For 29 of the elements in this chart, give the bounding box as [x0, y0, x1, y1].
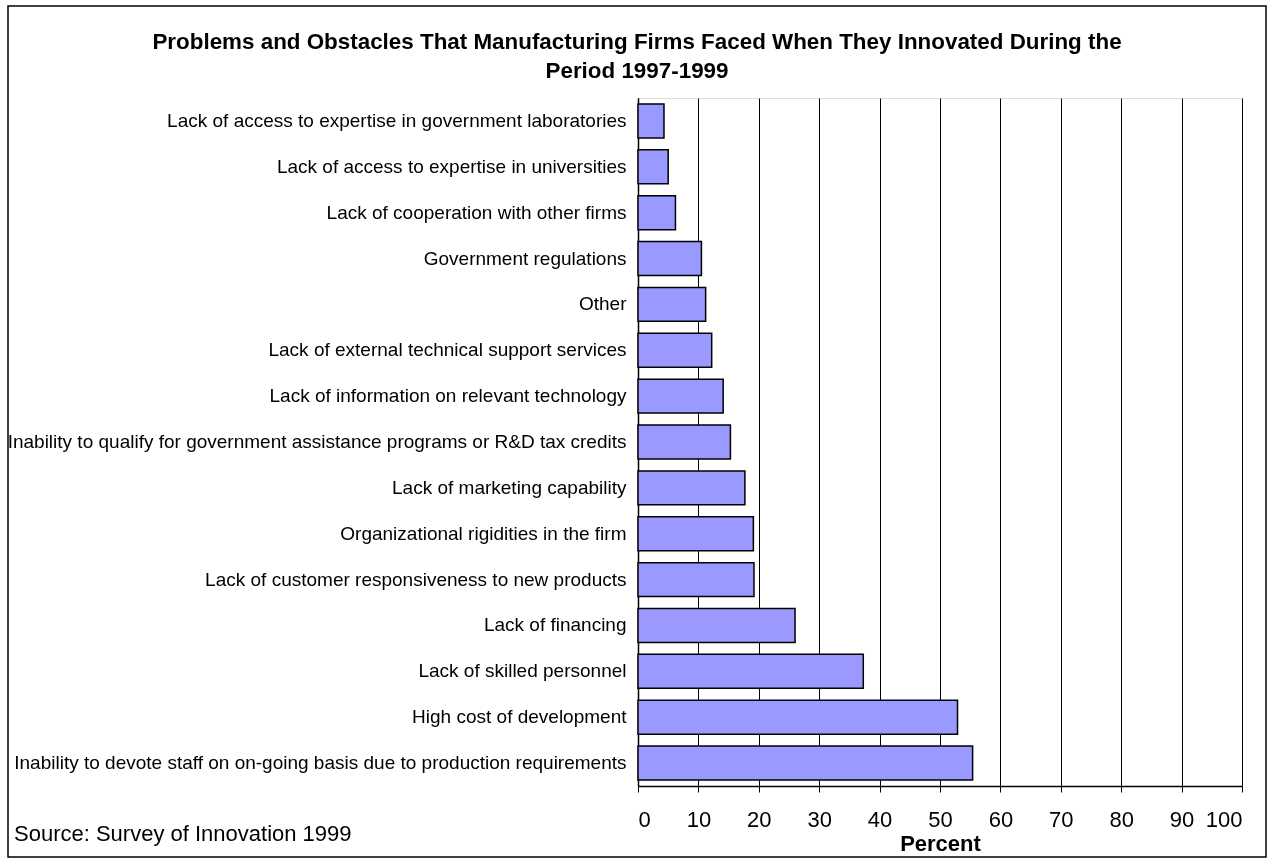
y-tick-label: Other [578, 293, 628, 315]
x-tick-label: 70 [1049, 806, 1074, 832]
x-tick-label: 50 [928, 806, 953, 832]
y-tick-label: Lack of external technical support services [268, 339, 627, 361]
y-tick-label: Lack of financing [483, 614, 627, 636]
y-tick-label: Lack of cooperation with other firms [326, 201, 627, 223]
x-tick-label: 90 [1169, 806, 1195, 832]
source-note: Source: Survey of Innovation 1999 [14, 821, 352, 846]
x-tick-label: 60 [988, 806, 1014, 832]
y-tick-label: Government regulations [423, 247, 627, 269]
x-tick-label: 0 [638, 806, 651, 832]
y-tick-label: Lack of information on relevant technology [269, 385, 627, 407]
x-tick-label: 40 [867, 806, 893, 832]
y-tick-label: Lack of marketing capability [392, 476, 627, 498]
y-tick-label: Lack of access to expertise in government laboratories [167, 109, 627, 131]
x-tick-label: 80 [1109, 806, 1134, 832]
y-tick-label: Inability to qualify for government assistance programs or R&D tax credits [7, 431, 627, 452]
x-tick-label: 20 [747, 806, 772, 832]
x-tick-label: 10 [686, 806, 712, 832]
y-tick-label: Inability to devote staff on on-going basis due to production requirements [14, 752, 627, 774]
y-tick-label: Lack of access to expertise in universities [276, 155, 627, 177]
y-tick-label: Organizational rigidities in the firm [340, 522, 627, 544]
y-tick-label: Lack of customer responsiveness to new products [205, 568, 627, 590]
y-tick-label: High cost of development [412, 706, 628, 728]
x-axis-title: Percent [900, 830, 982, 856]
x-tick-label: 30 [807, 806, 832, 832]
y-tick-label: Lack of skilled personnel [418, 660, 627, 682]
x-tick-label: 100 [1205, 806, 1243, 832]
chart-title: Problems and Obstacles That Manufacturing Firms Faced When They Innovated During the Period 1997-1999 [152, 28, 1122, 83]
